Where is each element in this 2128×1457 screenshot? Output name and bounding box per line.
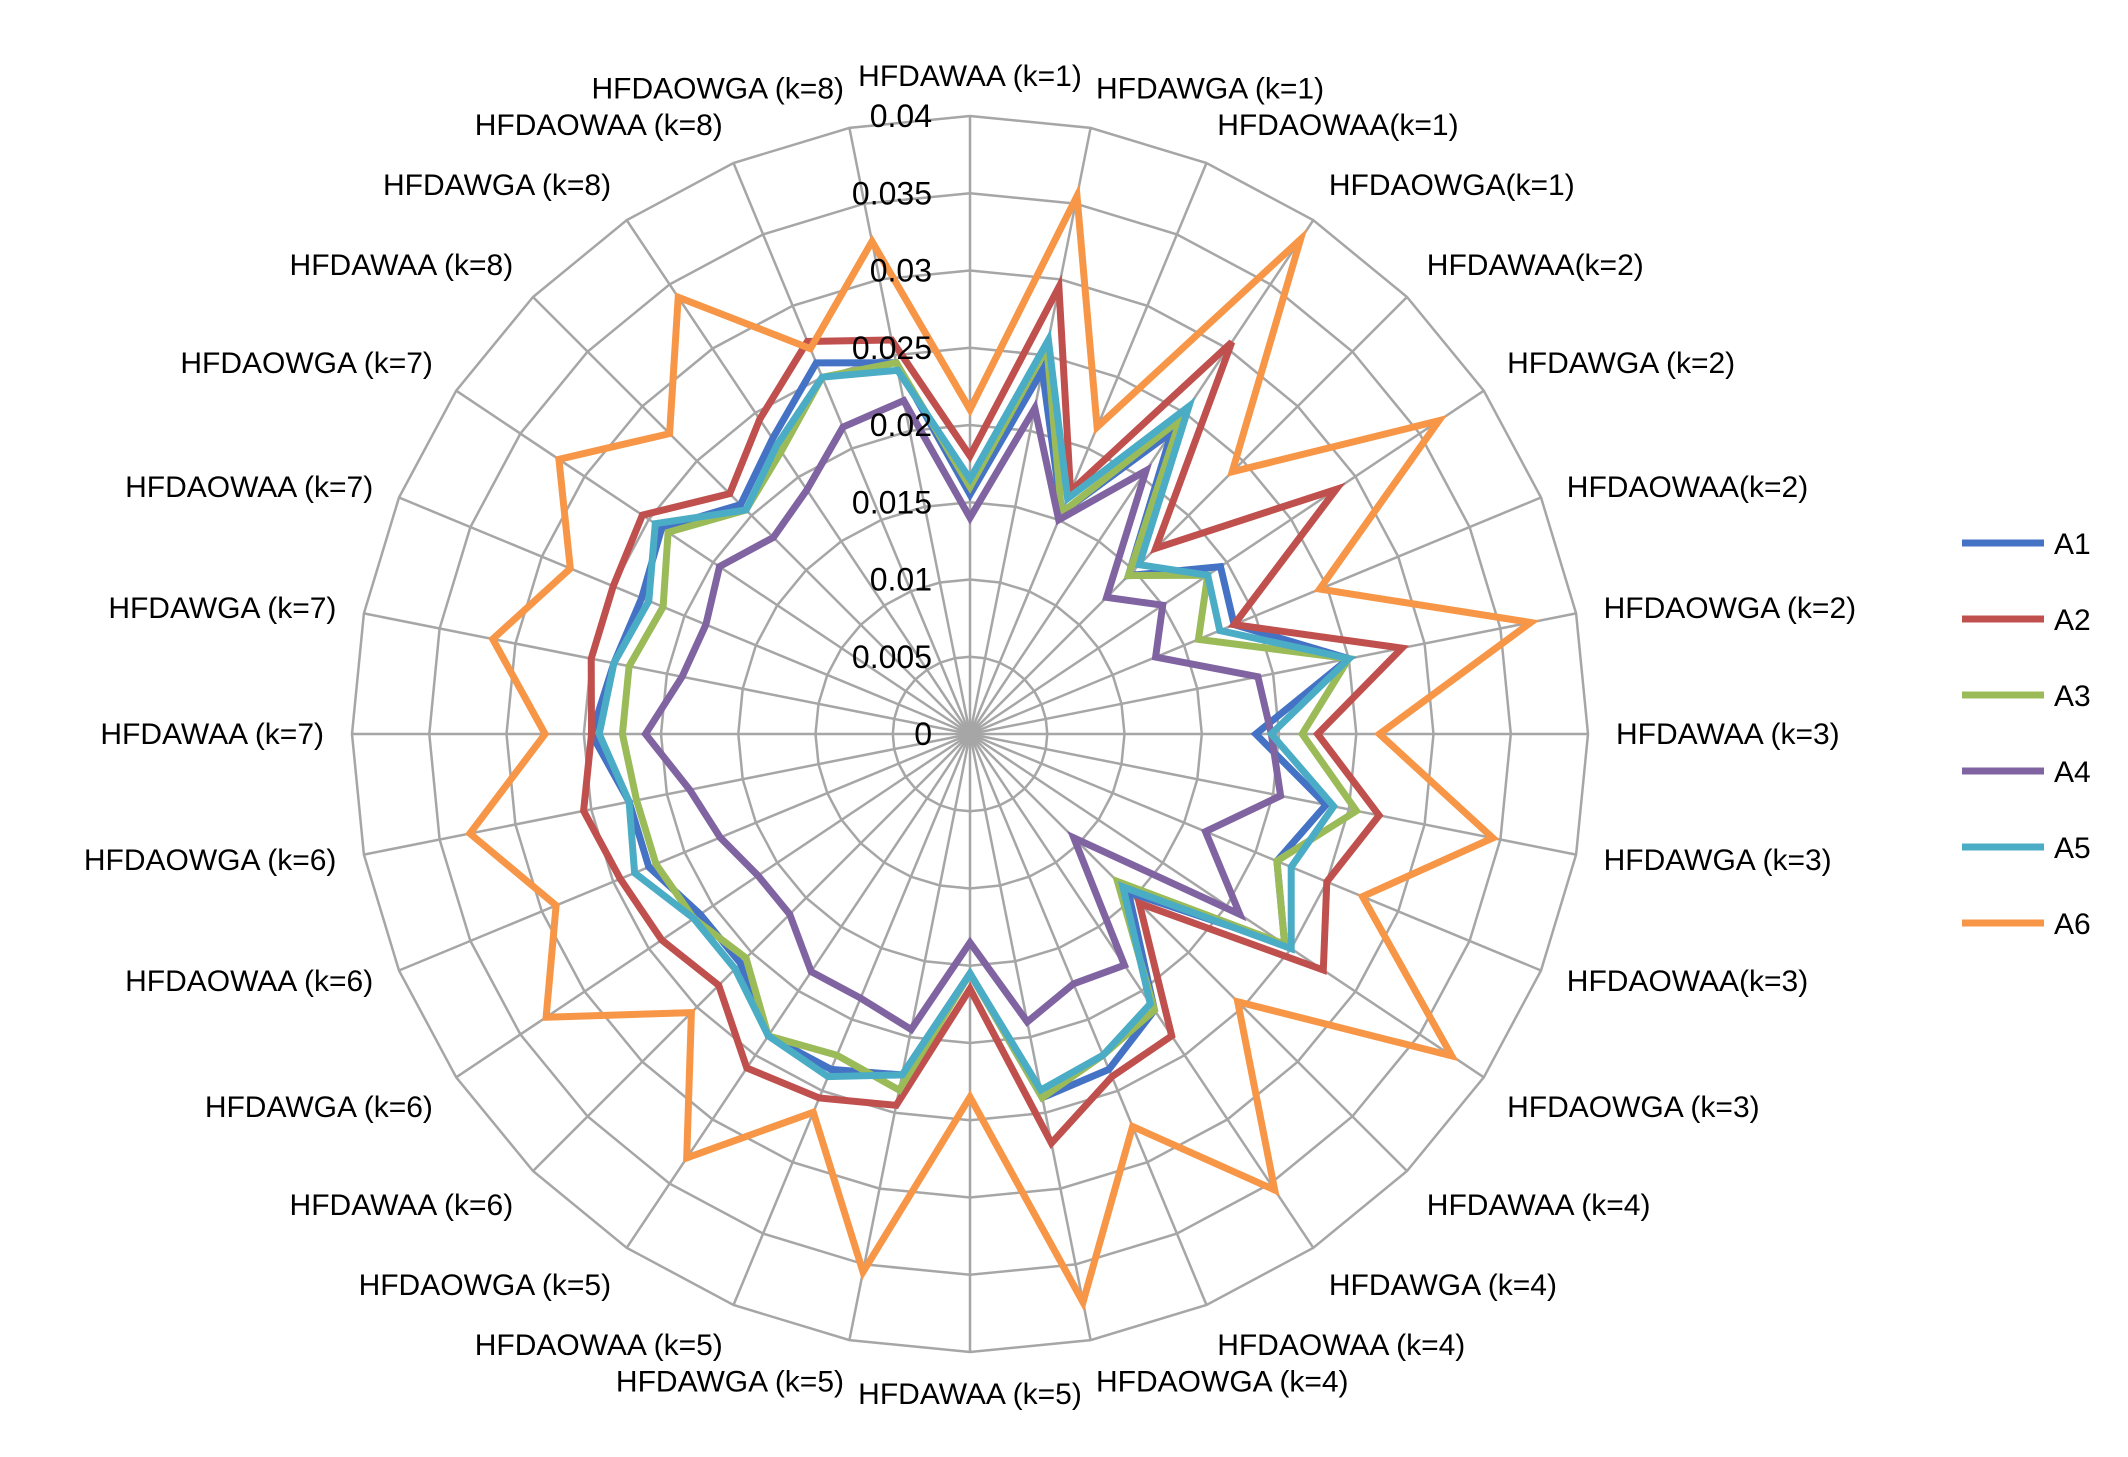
grid-spoke — [968, 733, 1092, 1341]
tick-label: 0.035 — [852, 175, 932, 211]
grid-spoke — [455, 732, 971, 1079]
category-label: HFDAOWGA (k=5) — [359, 1269, 612, 1302]
tick-label: 0.04 — [870, 98, 932, 134]
tick-label: 0.005 — [852, 639, 932, 675]
legend-label-a6: A6 — [2054, 908, 2091, 941]
category-label: HFDAWAA (k=4) — [1427, 1189, 1651, 1222]
category-label: HFDAOWGA (k=2) — [1604, 592, 1857, 625]
category-label: HFDAOWGA(k=1) — [1329, 169, 1575, 202]
grid-spoke — [848, 733, 972, 1341]
category-label: HFDAWGA (k=1) — [1096, 72, 1324, 105]
grid-spoke — [969, 732, 1577, 856]
grid-layer — [350, 114, 1590, 1354]
legend-label-a1: A1 — [2054, 528, 2091, 561]
tick-label: 0.01 — [870, 562, 932, 598]
series-line-a5 — [595, 328, 1356, 1095]
tick-label: 0.02 — [870, 407, 932, 443]
grid-spoke — [969, 733, 1408, 1172]
grid-spoke — [969, 389, 1485, 736]
grid-spoke — [969, 296, 1408, 735]
category-label: HFDAOWAA(k=3) — [1567, 965, 1808, 998]
grid-spoke — [968, 162, 1208, 735]
grid-spoke — [398, 496, 971, 736]
category-label: HFDAOWAA(k=1) — [1217, 109, 1458, 142]
grid-spoke — [732, 162, 972, 735]
legend-label-a3: A3 — [2054, 680, 2091, 713]
category-label: HFDAWAA (k=5) — [858, 1378, 1082, 1411]
series-line-a2 — [580, 274, 1410, 1150]
category-label: HFDAWGA (k=7) — [108, 592, 336, 625]
grid-spoke — [968, 127, 1092, 735]
category-label: HFDAWAA (k=7) — [100, 718, 324, 751]
grid-spoke — [969, 732, 1542, 972]
category-label: HFDAWAA (k=1) — [858, 60, 1082, 93]
category-label: HFDAOWAA (k=8) — [475, 109, 723, 142]
grid-spoke — [625, 219, 972, 735]
category-label: HFDAWGA (k=2) — [1507, 347, 1735, 380]
category-label: HFDAWGA (k=4) — [1329, 1269, 1557, 1302]
grid-spoke — [848, 127, 972, 735]
series-line-a6 — [465, 183, 1540, 1312]
grid-spoke — [532, 296, 971, 735]
grid-spoke — [968, 733, 1315, 1249]
category-label: HFDAWAA (k=6) — [290, 1189, 514, 1222]
legend-label-a2: A2 — [2054, 604, 2091, 637]
category-label: HFDAOWAA (k=5) — [475, 1329, 723, 1362]
series-layer — [465, 183, 1540, 1312]
category-label: HFDAWGA (k=5) — [616, 1366, 844, 1399]
category-label: HFDAOWGA (k=6) — [84, 844, 337, 877]
category-label: HFDAOWAA (k=4) — [1217, 1329, 1465, 1362]
grid-spoke — [455, 389, 971, 736]
category-label: HFDAOWGA (k=3) — [1507, 1091, 1760, 1124]
grid-spoke — [968, 733, 1208, 1306]
category-label: HFDAWAA (k=3) — [1616, 718, 1840, 751]
category-label: HFDAWAA(k=2) — [1427, 249, 1644, 282]
grid-spoke — [969, 496, 1542, 736]
category-label: HFDAWGA (k=3) — [1604, 844, 1832, 877]
grid-spoke — [398, 732, 971, 972]
grid-spoke — [363, 732, 971, 856]
grid-spoke — [363, 612, 971, 736]
series-line-a4 — [641, 396, 1285, 1035]
legend-label-a5: A5 — [2054, 832, 2091, 865]
category-label: HFDAOWGA (k=7) — [180, 347, 433, 380]
tick-label: 0 — [914, 716, 932, 752]
category-label: HFDAOWAA (k=7) — [125, 471, 373, 504]
category-label: HFDAOWAA(k=2) — [1567, 471, 1808, 504]
category-label: HFDAWGA (k=8) — [383, 169, 611, 202]
category-labels: HFDAWAA (k=1) HFDAWGA (k=1) HFDAOWAA(k=1) H… — [84, 60, 1856, 1411]
category-label: HFDAOWGA (k=8) — [591, 72, 844, 105]
category-label: HFDAWGA (k=6) — [205, 1091, 433, 1124]
category-label: HFDAOWAA (k=6) — [125, 965, 373, 998]
category-label: HFDAWAA (k=8) — [290, 249, 514, 282]
tick-labels: 0 0.005 0.01 0.015 0.02 0.025 0.03 0.035 0.04 — [852, 98, 932, 752]
tick-label: 0.015 — [852, 484, 932, 520]
tick-label: 0.025 — [852, 330, 932, 366]
legend: A1 A2 A3 A4 A5 A6 — [1962, 528, 2091, 941]
grid-spoke — [732, 733, 972, 1306]
legend-label-a4: A4 — [2054, 756, 2091, 789]
grid-spoke — [969, 612, 1577, 736]
tick-label: 0.03 — [870, 253, 932, 289]
category-label: HFDAOWGA (k=4) — [1096, 1366, 1349, 1399]
grid-spoke — [532, 733, 971, 1172]
